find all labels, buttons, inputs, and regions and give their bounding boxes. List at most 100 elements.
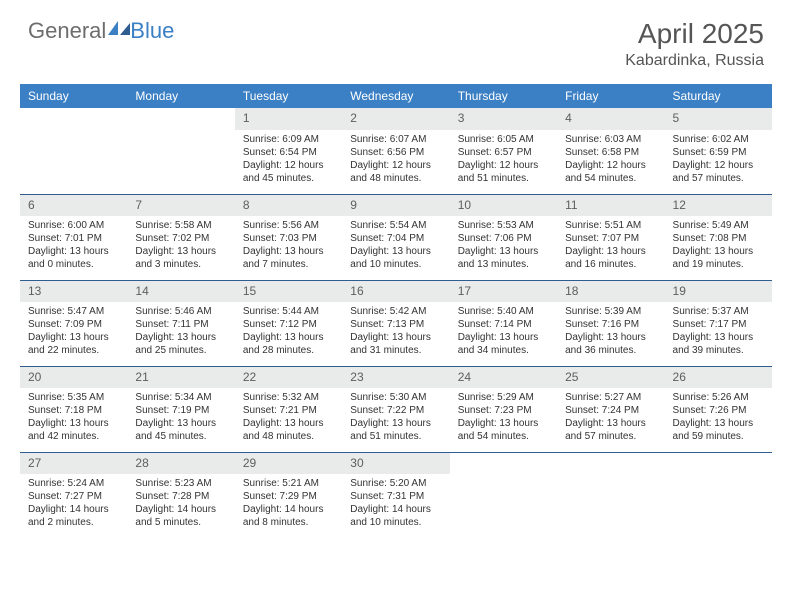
brand-logo: General Blue bbox=[28, 18, 174, 44]
daylight-text: Daylight: 13 hours and 31 minutes. bbox=[350, 331, 441, 357]
day-number: 4 bbox=[557, 108, 664, 130]
location-label: Kabardinka, Russia bbox=[625, 52, 764, 70]
brand-part1: General bbox=[28, 18, 106, 44]
daylight-text: Daylight: 12 hours and 45 minutes. bbox=[243, 159, 334, 185]
sunset-text: Sunset: 6:56 PM bbox=[350, 146, 441, 159]
calendar-day-cell: 12Sunrise: 5:49 AMSunset: 7:08 PMDayligh… bbox=[665, 194, 772, 280]
sunrise-text: Sunrise: 5:37 AM bbox=[673, 305, 764, 318]
daylight-text: Daylight: 13 hours and 10 minutes. bbox=[350, 245, 441, 271]
sunrise-text: Sunrise: 6:07 AM bbox=[350, 133, 441, 146]
sunrise-text: Sunrise: 5:35 AM bbox=[28, 391, 119, 404]
day-body: Sunrise: 5:27 AMSunset: 7:24 PMDaylight:… bbox=[557, 388, 664, 447]
calendar-day-cell: 30Sunrise: 5:20 AMSunset: 7:31 PMDayligh… bbox=[342, 452, 449, 538]
day-number: 30 bbox=[342, 453, 449, 475]
day-body: Sunrise: 5:58 AMSunset: 7:02 PMDaylight:… bbox=[127, 216, 234, 275]
weekday-header: Saturday bbox=[665, 84, 772, 108]
sunset-text: Sunset: 7:23 PM bbox=[458, 404, 549, 417]
day-body: Sunrise: 5:29 AMSunset: 7:23 PMDaylight:… bbox=[450, 388, 557, 447]
day-number: 23 bbox=[342, 367, 449, 389]
day-number: 17 bbox=[450, 281, 557, 303]
calendar-day-cell: 8Sunrise: 5:56 AMSunset: 7:03 PMDaylight… bbox=[235, 194, 342, 280]
sunset-text: Sunset: 7:06 PM bbox=[458, 232, 549, 245]
daylight-text: Daylight: 13 hours and 22 minutes. bbox=[28, 331, 119, 357]
sunset-text: Sunset: 7:03 PM bbox=[243, 232, 334, 245]
sunset-text: Sunset: 7:22 PM bbox=[350, 404, 441, 417]
sunrise-text: Sunrise: 5:54 AM bbox=[350, 219, 441, 232]
sunrise-text: Sunrise: 5:32 AM bbox=[243, 391, 334, 404]
calendar-day-cell: .. bbox=[665, 452, 772, 538]
sunset-text: Sunset: 7:16 PM bbox=[565, 318, 656, 331]
day-number: 29 bbox=[235, 453, 342, 475]
calendar-week-row: 6Sunrise: 6:00 AMSunset: 7:01 PMDaylight… bbox=[20, 194, 772, 280]
sunrise-text: Sunrise: 5:46 AM bbox=[135, 305, 226, 318]
sunrise-text: Sunrise: 5:51 AM bbox=[565, 219, 656, 232]
day-body: Sunrise: 6:05 AMSunset: 6:57 PMDaylight:… bbox=[450, 130, 557, 189]
sunrise-text: Sunrise: 5:40 AM bbox=[458, 305, 549, 318]
day-number: 15 bbox=[235, 281, 342, 303]
daylight-text: Daylight: 13 hours and 34 minutes. bbox=[458, 331, 549, 357]
sunset-text: Sunset: 7:21 PM bbox=[243, 404, 334, 417]
sunrise-text: Sunrise: 5:21 AM bbox=[243, 477, 334, 490]
daylight-text: Daylight: 13 hours and 59 minutes. bbox=[673, 417, 764, 443]
sunset-text: Sunset: 7:24 PM bbox=[565, 404, 656, 417]
daylight-text: Daylight: 13 hours and 19 minutes. bbox=[673, 245, 764, 271]
sunset-text: Sunset: 7:17 PM bbox=[673, 318, 764, 331]
weekday-header: Monday bbox=[127, 84, 234, 108]
day-number: 26 bbox=[665, 367, 772, 389]
day-body: Sunrise: 5:34 AMSunset: 7:19 PMDaylight:… bbox=[127, 388, 234, 447]
day-number: 11 bbox=[557, 195, 664, 217]
day-number: 5 bbox=[665, 108, 772, 130]
daylight-text: Daylight: 13 hours and 36 minutes. bbox=[565, 331, 656, 357]
daylight-text: Daylight: 13 hours and 3 minutes. bbox=[135, 245, 226, 271]
weekday-header: Sunday bbox=[20, 84, 127, 108]
calendar-day-cell: 5Sunrise: 6:02 AMSunset: 6:59 PMDaylight… bbox=[665, 108, 772, 194]
day-number: 9 bbox=[342, 195, 449, 217]
day-body: Sunrise: 5:51 AMSunset: 7:07 PMDaylight:… bbox=[557, 216, 664, 275]
daylight-text: Daylight: 12 hours and 51 minutes. bbox=[458, 159, 549, 185]
daylight-text: Daylight: 13 hours and 39 minutes. bbox=[673, 331, 764, 357]
day-body: Sunrise: 6:09 AMSunset: 6:54 PMDaylight:… bbox=[235, 130, 342, 189]
sunrise-text: Sunrise: 5:23 AM bbox=[135, 477, 226, 490]
sunset-text: Sunset: 7:13 PM bbox=[350, 318, 441, 331]
sunrise-text: Sunrise: 5:27 AM bbox=[565, 391, 656, 404]
sunset-text: Sunset: 7:18 PM bbox=[28, 404, 119, 417]
day-body: Sunrise: 5:44 AMSunset: 7:12 PMDaylight:… bbox=[235, 302, 342, 361]
calendar-day-cell: 13Sunrise: 5:47 AMSunset: 7:09 PMDayligh… bbox=[20, 280, 127, 366]
day-number: 10 bbox=[450, 195, 557, 217]
daylight-text: Daylight: 13 hours and 28 minutes. bbox=[243, 331, 334, 357]
calendar-day-cell: 2Sunrise: 6:07 AMSunset: 6:56 PMDaylight… bbox=[342, 108, 449, 194]
day-body: Sunrise: 5:40 AMSunset: 7:14 PMDaylight:… bbox=[450, 302, 557, 361]
sunset-text: Sunset: 7:26 PM bbox=[673, 404, 764, 417]
day-number: 28 bbox=[127, 453, 234, 475]
day-body: Sunrise: 5:30 AMSunset: 7:22 PMDaylight:… bbox=[342, 388, 449, 447]
weekday-header: Thursday bbox=[450, 84, 557, 108]
day-number: 25 bbox=[557, 367, 664, 389]
sunset-text: Sunset: 6:57 PM bbox=[458, 146, 549, 159]
calendar-body: ....1Sunrise: 6:09 AMSunset: 6:54 PMDayl… bbox=[20, 108, 772, 538]
calendar-day-cell: 7Sunrise: 5:58 AMSunset: 7:02 PMDaylight… bbox=[127, 194, 234, 280]
calendar-day-cell: 18Sunrise: 5:39 AMSunset: 7:16 PMDayligh… bbox=[557, 280, 664, 366]
sunset-text: Sunset: 6:54 PM bbox=[243, 146, 334, 159]
day-body: Sunrise: 5:32 AMSunset: 7:21 PMDaylight:… bbox=[235, 388, 342, 447]
sunrise-text: Sunrise: 5:53 AM bbox=[458, 219, 549, 232]
day-body: Sunrise: 5:26 AMSunset: 7:26 PMDaylight:… bbox=[665, 388, 772, 447]
calendar-day-cell: 23Sunrise: 5:30 AMSunset: 7:22 PMDayligh… bbox=[342, 366, 449, 452]
sunrise-text: Sunrise: 5:44 AM bbox=[243, 305, 334, 318]
sunset-text: Sunset: 7:02 PM bbox=[135, 232, 226, 245]
day-number: 24 bbox=[450, 367, 557, 389]
weekday-header: Friday bbox=[557, 84, 664, 108]
day-number: 19 bbox=[665, 281, 772, 303]
sunrise-text: Sunrise: 5:20 AM bbox=[350, 477, 441, 490]
calendar-day-cell: 21Sunrise: 5:34 AMSunset: 7:19 PMDayligh… bbox=[127, 366, 234, 452]
daylight-text: Daylight: 12 hours and 54 minutes. bbox=[565, 159, 656, 185]
day-body: Sunrise: 5:53 AMSunset: 7:06 PMDaylight:… bbox=[450, 216, 557, 275]
calendar-day-cell: 17Sunrise: 5:40 AMSunset: 7:14 PMDayligh… bbox=[450, 280, 557, 366]
sunrise-text: Sunrise: 5:34 AM bbox=[135, 391, 226, 404]
sunset-text: Sunset: 7:09 PM bbox=[28, 318, 119, 331]
sunrise-text: Sunrise: 5:56 AM bbox=[243, 219, 334, 232]
day-number: 16 bbox=[342, 281, 449, 303]
daylight-text: Daylight: 13 hours and 0 minutes. bbox=[28, 245, 119, 271]
daylight-text: Daylight: 13 hours and 16 minutes. bbox=[565, 245, 656, 271]
day-number: 8 bbox=[235, 195, 342, 217]
sunrise-text: Sunrise: 5:26 AM bbox=[673, 391, 764, 404]
